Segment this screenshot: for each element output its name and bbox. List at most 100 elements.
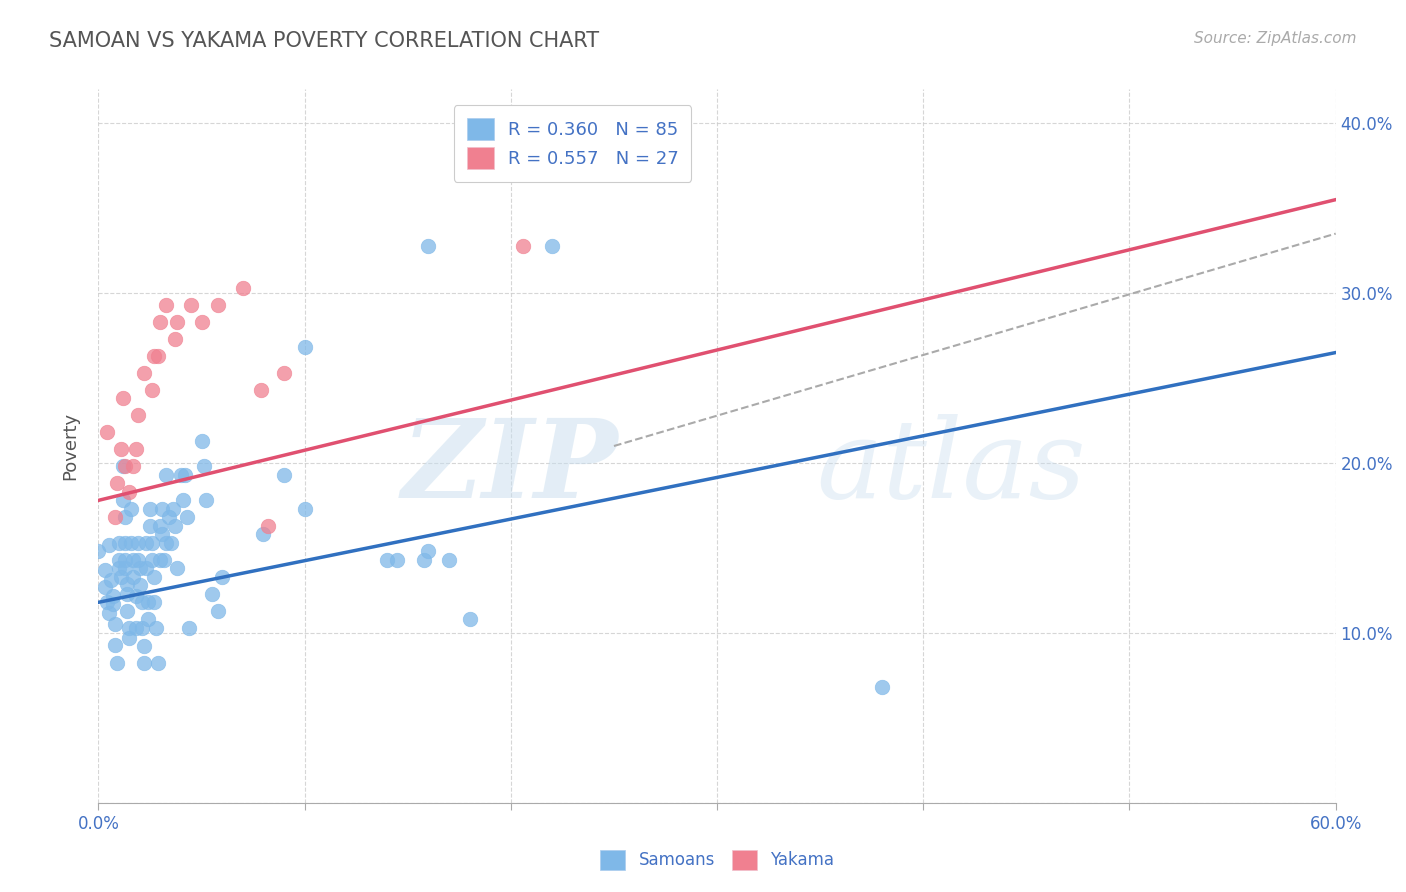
Point (179, 621, 201, 635)
Point (87, 544, 110, 558)
Point (256, 519, 278, 533)
Point (207, 298, 229, 312)
Point (207, 604, 229, 618)
Point (153, 553, 176, 567)
Point (387, 553, 409, 567)
Point (193, 459, 215, 474)
Point (120, 536, 142, 550)
Point (149, 553, 172, 567)
Point (211, 570, 233, 584)
Point (232, 281, 254, 295)
Text: SAMOAN VS YAKAMA POVERTY CORRELATION CHART: SAMOAN VS YAKAMA POVERTY CORRELATION CHA… (49, 31, 599, 51)
Point (176, 510, 198, 524)
Point (170, 467, 193, 482)
Point (117, 576, 139, 591)
Point (132, 657, 155, 671)
Point (166, 561, 188, 575)
Legend: Samoans, Yakama: Samoans, Yakama (593, 843, 841, 877)
Point (110, 442, 132, 457)
Point (418, 544, 440, 558)
Point (174, 467, 197, 482)
Point (114, 561, 136, 575)
Point (101, 589, 124, 603)
Point (139, 519, 162, 533)
Point (155, 536, 177, 550)
Point (112, 459, 135, 474)
Point (512, 238, 534, 252)
Point (93, 563, 115, 577)
Point (124, 442, 146, 457)
Point (105, 657, 128, 671)
Point (127, 409, 149, 423)
Point (294, 341, 316, 355)
Point (145, 621, 167, 635)
Point (157, 510, 180, 524)
Point (141, 383, 163, 397)
Point (458, 612, 481, 626)
Point (97, 606, 120, 620)
Point (96, 595, 118, 609)
Point (143, 595, 166, 609)
Point (101, 597, 124, 611)
Point (437, 553, 460, 567)
Point (127, 553, 149, 567)
Y-axis label: Poverty: Poverty (62, 412, 80, 480)
Point (131, 595, 153, 609)
Point (122, 570, 145, 584)
Point (105, 476, 128, 491)
Text: Source: ZipAtlas.com: Source: ZipAtlas.com (1194, 31, 1357, 46)
Point (112, 493, 135, 508)
Point (194, 493, 217, 508)
Point (190, 315, 212, 329)
Text: atlas: atlas (815, 414, 1085, 521)
Point (131, 621, 153, 635)
Point (162, 501, 184, 516)
Point (139, 501, 162, 516)
Point (148, 349, 170, 363)
Point (273, 366, 295, 380)
Point (112, 392, 135, 406)
Point (150, 527, 173, 541)
Point (135, 561, 157, 575)
Text: ZIP: ZIP (402, 414, 619, 521)
Point (108, 536, 131, 550)
Point (172, 493, 194, 508)
Point (100, 573, 122, 587)
Point (201, 587, 224, 601)
Point (120, 501, 142, 516)
Point (108, 553, 131, 567)
Point (124, 621, 146, 635)
Point (122, 459, 145, 474)
Point (273, 467, 295, 482)
Point (114, 553, 136, 567)
Point (108, 561, 131, 575)
Point (541, 128, 564, 142)
Point (117, 604, 139, 618)
Point (163, 332, 186, 346)
Point (117, 587, 139, 601)
Point (128, 578, 150, 592)
Point (141, 553, 163, 567)
Point (110, 570, 132, 584)
Point (136, 612, 159, 626)
Point (541, 238, 564, 252)
Point (97, 537, 120, 551)
Point (413, 553, 436, 567)
Point (143, 349, 166, 363)
Point (190, 434, 212, 448)
Point (118, 484, 141, 499)
Point (122, 553, 145, 567)
Point (159, 536, 181, 550)
Point (104, 510, 127, 524)
Point (128, 561, 150, 575)
Point (118, 621, 141, 635)
Point (870, 680, 893, 694)
Point (252, 527, 274, 541)
Point (114, 536, 136, 550)
Point (148, 657, 170, 671)
Point (149, 315, 172, 329)
Point (132, 366, 155, 380)
Point (250, 383, 273, 397)
Point (141, 536, 163, 550)
Point (155, 298, 177, 312)
